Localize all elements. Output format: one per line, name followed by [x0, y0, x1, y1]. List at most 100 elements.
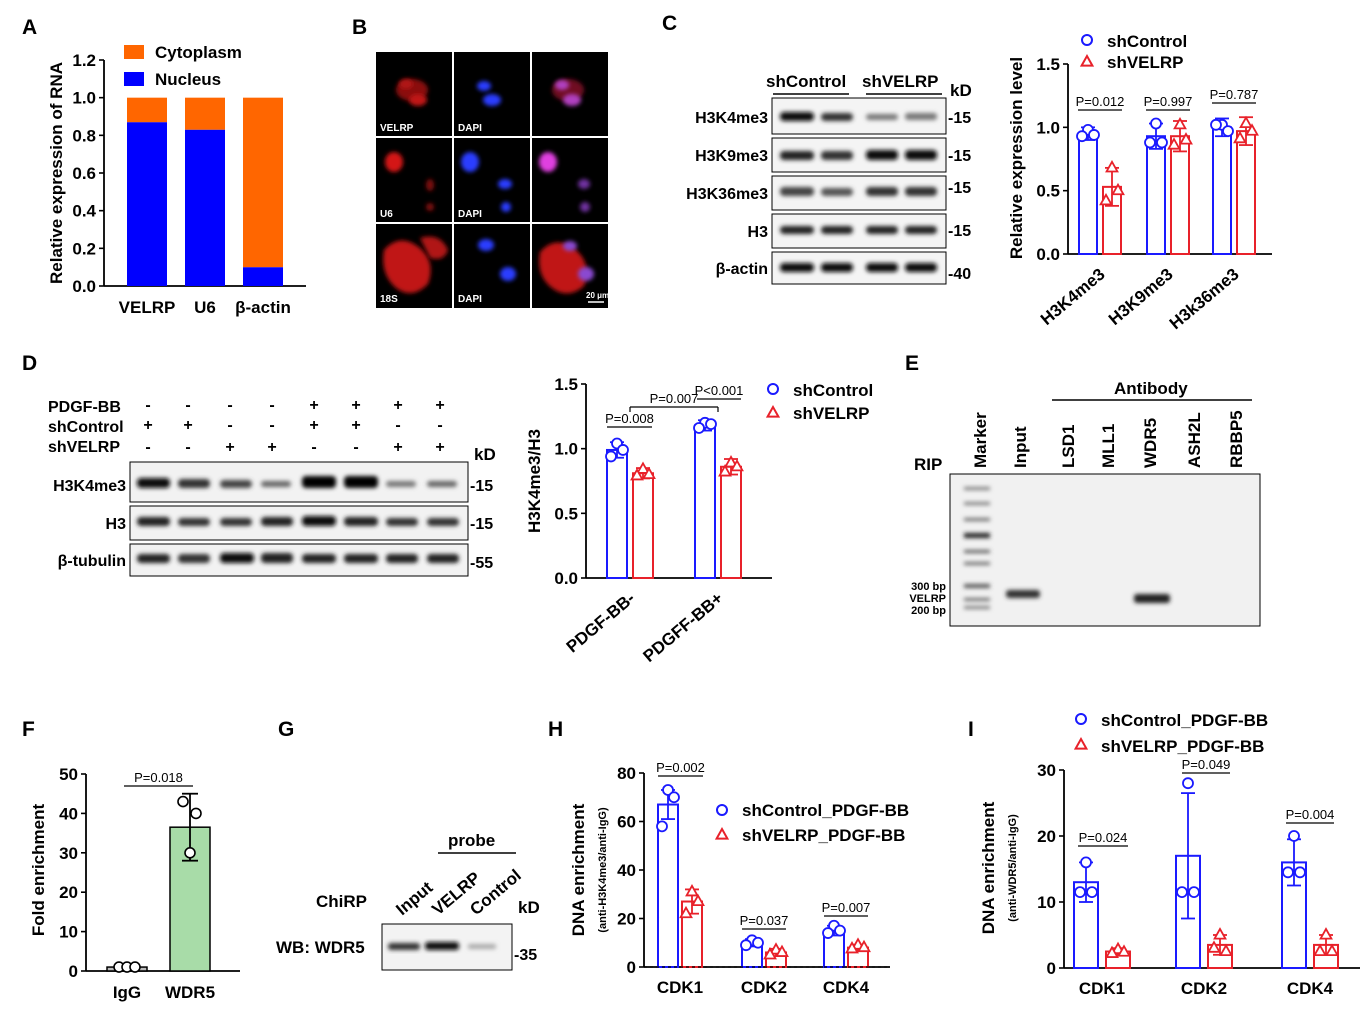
legend-marker-shvelrp: [1079, 53, 1095, 67]
y-tick-label: 1.5: [554, 375, 578, 394]
legend-i-velrp: shVELRP_PDGF-BB: [1101, 737, 1264, 756]
point-control-1-1: [1188, 886, 1200, 898]
x-tick-label-f-1: WDR5: [165, 983, 215, 1002]
micro-label-velrp: VELRP: [380, 123, 414, 134]
point-velrp-2-0: [1239, 115, 1253, 129]
blot-d-row-tubulin: β-tubulin: [58, 553, 126, 570]
legend-marker-h-velrp: [714, 826, 730, 840]
x-tick-label-1: CDK2: [1181, 979, 1227, 998]
y-axis-label-a: Relative expression of RNA: [47, 62, 66, 284]
point-velrp-2-1: [1245, 123, 1259, 136]
y-axis-label-h: DNA enrichment: [569, 803, 588, 936]
blot-d-row-h3k4me3: H3K4me3: [53, 478, 126, 495]
bar-1-2: [1236, 130, 1256, 255]
sign-0-3: -: [269, 397, 274, 414]
point-velrp-1-1: [775, 944, 789, 957]
x-tick-label-0: VELRP: [119, 298, 176, 317]
y-tick-label: 80: [617, 764, 636, 783]
point-control-0-1: [1088, 129, 1100, 141]
lane-label-6: RBBP5: [1227, 410, 1246, 468]
y-tick-label: 0.6: [72, 164, 96, 183]
point-control-1-0: [1182, 777, 1194, 790]
blot-d-kd-2: -15: [470, 516, 493, 533]
rip-lane-labels: Marker Input LSD1 MLL1 WDR5 ASH2L RBBP5: [971, 410, 1246, 468]
point-velrp-2-2: [845, 940, 859, 954]
legend-h-control: shControl_PDGF-BB: [742, 801, 909, 820]
sign-1-4: +: [309, 417, 318, 434]
sign-1-7: -: [437, 417, 442, 434]
bar-1-1: [720, 465, 742, 580]
bar-nucleus-1: [185, 129, 225, 286]
legend-marker-i-velrp: [1073, 736, 1089, 750]
point-control-1-2: [1144, 136, 1156, 149]
legend-shvelrp-d: shVELRP: [793, 404, 870, 423]
y-tick-label: 0: [1047, 959, 1056, 978]
x-tick-label-0: CDK1: [657, 978, 703, 997]
x-tick-label-1: U6: [194, 298, 216, 317]
lane-label-3: MLL1: [1099, 424, 1118, 468]
y-tick-label: 0.4: [72, 202, 96, 221]
point-control-0-1: [668, 791, 680, 804]
panel-label-c: C: [662, 12, 677, 35]
x-tick-label-0: CDK1: [1079, 979, 1125, 998]
chart-c-histone-levels: 0.00.51.01.5H3K4me3H3K9me3H3k36me3Relati…: [1007, 32, 1272, 333]
pvalue-h-0-text: P=0.002: [656, 760, 705, 775]
panel-e-rip-gel: Antibody RIP Marker Input LSD1 MLL1 WDR5 ASH2…: [909, 379, 1261, 627]
rip-marker-200: 200 bp: [911, 605, 946, 617]
blot-d-kd-1: -15: [470, 478, 493, 495]
lane-label-4: WDR5: [1141, 418, 1160, 468]
point-velrp-1-0: [1173, 116, 1187, 130]
point-control-0-0: [662, 784, 674, 796]
blot-c-kd-5: -40: [948, 266, 971, 283]
point-control-1-2: [740, 939, 752, 952]
point-velrp-1-2: [763, 947, 777, 960]
y-tick-label: 40: [617, 861, 636, 880]
sign-0-4: +: [309, 397, 318, 414]
y-tick-label: 0.0: [1036, 245, 1060, 264]
sign-0-2: -: [227, 397, 232, 414]
panel-b-microscopy: VELRP DAPI U6 DAPI 18S DAPI 20 μm: [376, 52, 609, 308]
micro-merge-2: [532, 138, 608, 222]
point-velrp-1-2: [718, 464, 732, 477]
blot-d-kd-3: -55: [470, 555, 493, 572]
legend-cytoplasm: Cytoplasm: [155, 43, 242, 62]
micro-label-dapi-2: DAPI: [458, 209, 482, 220]
bar-0-0: [1078, 132, 1098, 256]
bar-cytoplasm-0: [127, 97, 167, 123]
blot-d-row-h3: H3: [106, 516, 127, 533]
x-tick-label-0: PDGF-BB-: [563, 589, 639, 657]
chirp-wb-label: WB: WDR5: [276, 938, 365, 957]
point-velrp-0-1: [642, 466, 656, 480]
panel-label-h: H: [548, 718, 563, 741]
x-tick-label-2: H3k36me3: [1166, 265, 1243, 334]
sign-1-3: -: [269, 417, 274, 434]
sign-2-6: +: [393, 439, 402, 456]
panel-label-d: D: [22, 352, 37, 375]
y-tick-label: 30: [59, 844, 78, 863]
pvalue-f-text: P=0.018: [134, 770, 183, 785]
point-control-0-2: [1076, 130, 1088, 143]
blot-c-row-h3k4me3: H3K4me3: [695, 110, 768, 127]
sign-0-6: +: [393, 397, 402, 414]
y-tick-label: 1.5: [1036, 55, 1060, 74]
x-tick-label-1: PDGFF-BB+: [639, 588, 726, 665]
blot-d-cond-shvelrp: shVELRP: [48, 439, 120, 456]
point-velrp-0-0: [636, 461, 650, 474]
bar-0-1: [1146, 135, 1166, 255]
y-tick-label: 1.2: [72, 51, 96, 70]
sign-1-6: -: [395, 417, 400, 434]
blot-c-row-h3: H3: [748, 224, 769, 241]
point-f-1-1: [190, 807, 202, 820]
point-control-0-2: [656, 820, 668, 833]
blot-c-row-h3k9me3: H3K9me3: [695, 148, 768, 165]
chart-d-h3k4me3-ratio: 0.0 0.5 1.0 1.5 PDGF-BB- PDGFF-BB+ H3K4me3/H3 P…: [525, 375, 873, 666]
bar-cytoplasm-1: [185, 97, 225, 130]
chirp-lane-0: Input: [392, 878, 436, 919]
bar-1-1: [1170, 135, 1190, 255]
sign-1-1: +: [183, 417, 192, 434]
y-tick-label: 1.0: [72, 89, 96, 108]
point-f-1-2: [184, 846, 196, 859]
point-velrp-0-2: [1105, 945, 1119, 958]
panel-label-g: G: [278, 718, 294, 741]
rip-antibody-label: Antibody: [1114, 379, 1188, 398]
